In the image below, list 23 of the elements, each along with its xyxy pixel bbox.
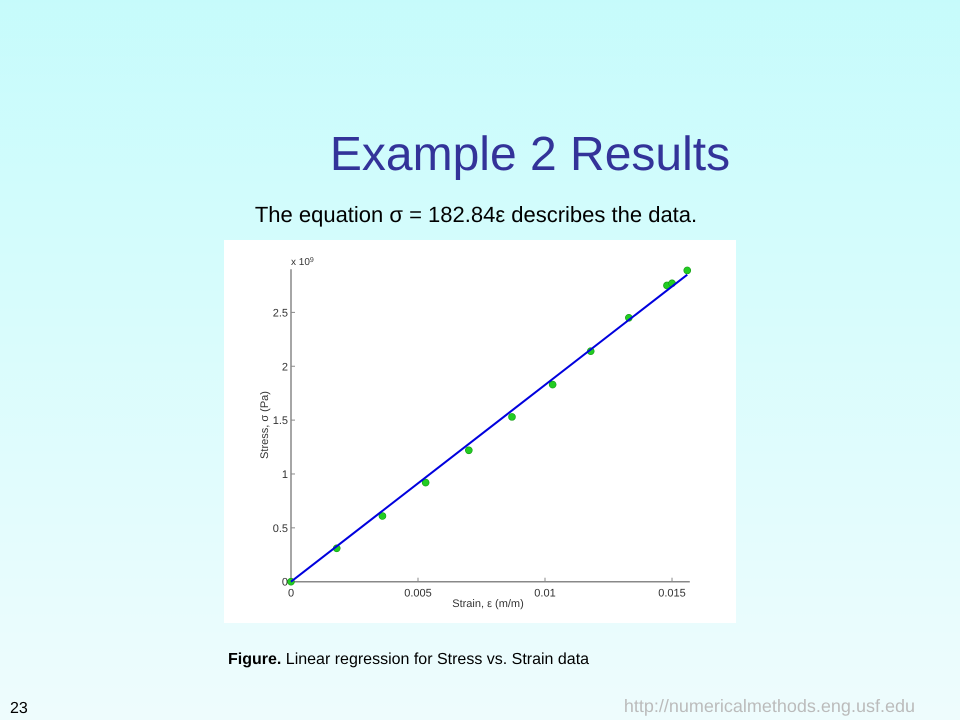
y-tick-label: 1 — [282, 468, 288, 481]
y-tick-label: 2 — [282, 361, 288, 374]
text: 23 — [10, 700, 28, 717]
point — [683, 266, 692, 274]
y-tick-label: 2.5 — [272, 307, 288, 320]
point — [508, 413, 516, 421]
y-tick-label: 1.5 — [272, 415, 288, 428]
text: x 10$^{9}$ — [291, 256, 314, 268]
point — [548, 380, 556, 388]
point — [465, 446, 473, 454]
chart-title: Example 2 Results — [330, 128, 730, 181]
x-tick-label: 0.015 — [658, 588, 686, 600]
x-axis-title: Strain, ε (m/m) — [452, 598, 524, 610]
x-tick-label: 0.01 — [534, 588, 556, 600]
text: Figure. Linear regression for Stress vs. Strain data — [228, 651, 590, 668]
chart-subtitle: The equation σ = 182.84ε describes the data. — [254, 202, 698, 227]
text: http://numericalmethods.eng.usf.edu — [624, 696, 915, 716]
point — [422, 478, 430, 486]
y-tick-label: 0 — [282, 576, 288, 589]
y-tick-label: 0.5 — [272, 522, 288, 535]
x-tick-label: 0.005 — [404, 588, 432, 600]
y-axis-title: Stress, σ (Pa) — [259, 391, 271, 459]
point — [378, 512, 386, 520]
